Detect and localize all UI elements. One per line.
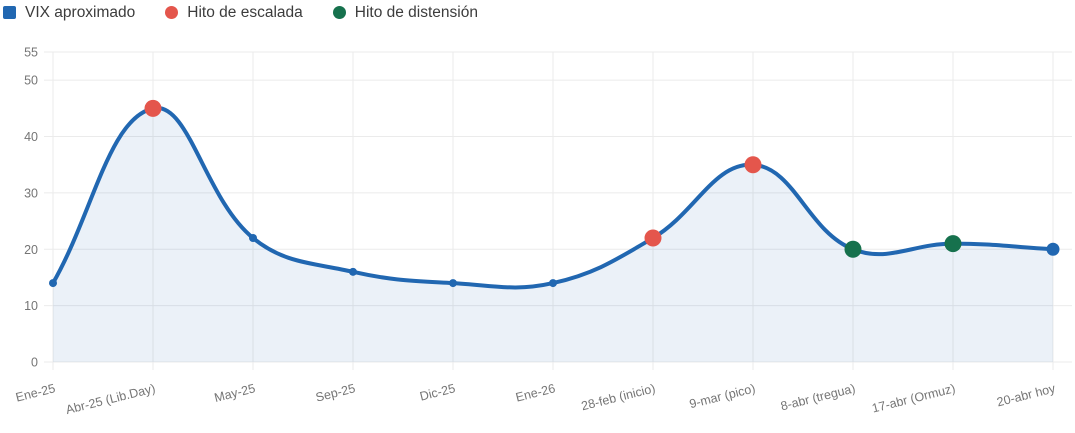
vix-series-line: [51, 106, 1055, 290]
y-tick-label: 40: [24, 130, 38, 144]
y-tick-label: 0: [31, 356, 38, 370]
vix-series-swatch-icon: [3, 6, 16, 20]
legend-label-vix: VIX aproximado: [25, 4, 136, 21]
data-point-escalada[interactable]: [644, 229, 662, 247]
data-point-regular[interactable]: [549, 279, 557, 288]
x-tick-label: Abr-25 (Lib.Day): [64, 381, 156, 417]
data-point-regular[interactable]: [349, 267, 357, 276]
data-point-distension[interactable]: [844, 240, 862, 258]
data-point-regular[interactable]: [249, 234, 257, 242]
x-tick-label: Ene-25: [14, 381, 57, 404]
data-point-hoy[interactable]: [1046, 242, 1060, 256]
data-point-distension[interactable]: [944, 235, 962, 253]
x-tick-label: Dic-25: [418, 381, 456, 403]
series-area-fill: [53, 107, 1053, 363]
y-tick-label: 10: [24, 299, 38, 313]
x-tick-label: 8-abr (tregua): [779, 381, 857, 413]
data-point-regular[interactable]: [449, 279, 457, 288]
legend-item-escalada[interactable]: Hito de escalada: [165, 4, 303, 21]
y-tick-label: 30: [24, 186, 38, 200]
chart-legend: VIX aproximado Hito de escalada Hito de …: [3, 5, 478, 21]
legend-label-escalada: Hito de escalada: [187, 4, 303, 21]
y-tick-label: 55: [24, 46, 38, 60]
x-tick-label: 20-abr hoy: [995, 381, 1057, 409]
x-tick-label: 28-feb (inicio): [580, 381, 657, 413]
legend-item-vix[interactable]: VIX aproximado: [3, 5, 135, 21]
legend-item-distension[interactable]: Hito de distensión: [332, 4, 478, 21]
y-tick-label: 20: [24, 243, 38, 257]
x-tick-label: 9-mar (pico): [688, 381, 757, 411]
x-tick-label: May-25: [213, 381, 257, 405]
data-point-escalada[interactable]: [144, 99, 162, 117]
data-point-regular[interactable]: [49, 279, 57, 288]
y-tick-label: 50: [24, 74, 38, 88]
data-point-escalada[interactable]: [744, 156, 762, 174]
x-tick-label: Sep-25: [314, 381, 357, 404]
escalada-marker-icon: [165, 6, 179, 20]
x-tick-label: Ene-26: [514, 381, 557, 404]
legend-label-distension: Hito de distensión: [354, 4, 478, 21]
x-tick-label: 17-abr (Ormuz): [870, 381, 956, 415]
distension-marker-icon: [332, 6, 346, 20]
